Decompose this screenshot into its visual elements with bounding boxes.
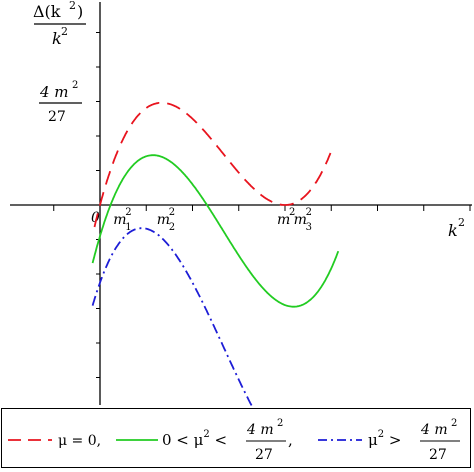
svg-text:3: 3 <box>306 222 312 233</box>
svg-text:,: , <box>288 431 293 449</box>
x-axis-label: k 2 <box>448 216 465 240</box>
svg-text:27: 27 <box>255 447 273 463</box>
svg-text:m: m <box>294 212 307 228</box>
svg-text:m: m <box>277 212 290 228</box>
svg-text:27: 27 <box>429 447 447 463</box>
svg-text:2: 2 <box>458 216 465 229</box>
svg-text:4 m: 4 m <box>420 422 448 438</box>
legend-label-mu-between: 0 < μ2 < 4 m 2 27 , <box>162 418 293 463</box>
svg-text:k: k <box>52 29 62 48</box>
y-tick-label-4m2-over-27: 4 m 2 27 <box>39 80 82 125</box>
series-line-1 <box>91 154 340 308</box>
svg-text:1: 1 <box>125 222 131 233</box>
svg-text:2: 2 <box>61 25 68 38</box>
plot-curves <box>91 101 340 410</box>
svg-text:4 m: 4 m <box>246 422 274 438</box>
series-line-0 <box>93 101 332 228</box>
svg-text:Δ(k: Δ(k <box>33 2 61 21</box>
y-axis-ticks <box>96 32 100 378</box>
series-line-2 <box>91 227 255 410</box>
svg-text:27: 27 <box>48 109 66 125</box>
svg-text:2: 2 <box>72 80 78 91</box>
svg-text:2: 2 <box>277 418 283 429</box>
origin-label: 0 <box>91 210 100 226</box>
svg-text:4 m: 4 m <box>39 83 69 101</box>
x-tick-label-3: m2 3 <box>294 207 312 233</box>
svg-text:2: 2 <box>289 207 295 218</box>
svg-text:2: 2 <box>169 207 175 218</box>
svg-text:2: 2 <box>69 0 76 12</box>
y-axis-label: Δ(k 2 ) k 2 <box>33 0 86 48</box>
svg-text:μ2 >: μ2 > <box>368 429 401 449</box>
svg-text:2: 2 <box>169 222 175 233</box>
legend-label-mu-zero: μ = 0, <box>58 433 101 449</box>
svg-text:): ) <box>77 2 83 21</box>
legend-label-mu-greater: μ2 > 4 m 2 27 <box>368 418 460 463</box>
x-tick-label-2: m2 <box>277 207 295 228</box>
svg-text:2: 2 <box>451 418 457 429</box>
x-axis-ticks <box>53 205 471 211</box>
svg-text:0 < μ2 <: 0 < μ2 < <box>162 429 227 449</box>
svg-text:m: m <box>113 212 126 228</box>
svg-text:2: 2 <box>125 207 131 218</box>
legend-canvas: μ = 0, 0 < μ2 < 4 m 2 27 , μ2 > 4 m 2 27 <box>8 418 460 463</box>
x-tick-label-0: m2 1 <box>113 207 131 233</box>
svg-text:2: 2 <box>306 207 312 218</box>
legend: μ = 0, 0 < μ2 < 4 m 2 27 , μ2 > 4 m 2 27 <box>1 408 471 468</box>
svg-text:m: m <box>157 212 170 228</box>
svg-text:k: k <box>448 221 458 240</box>
x-tick-label-1: m2 2 <box>157 207 175 233</box>
